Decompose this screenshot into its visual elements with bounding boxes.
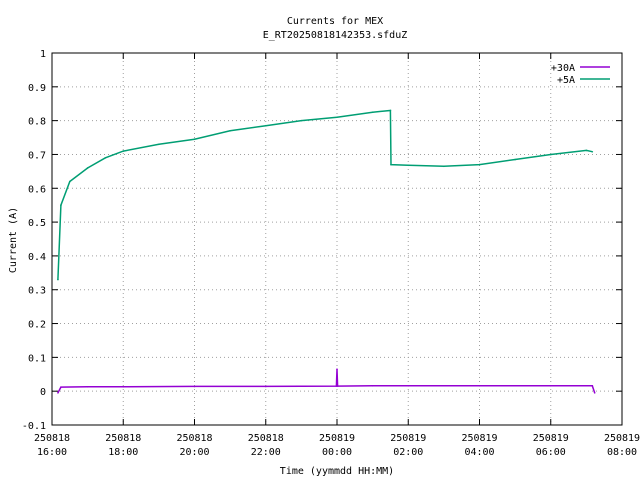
x-tick-label-time: 02:00 <box>393 447 423 458</box>
y-tick-label: 0.6 <box>28 184 46 195</box>
y-axis-ticks: -0.1 0 0.1 0.2 0.3 0.4 0.5 0.6 0.7 0.8 0.9 1 <box>22 49 622 432</box>
chart-subtitle: E_RT20250818142353.sfduZ <box>263 30 408 41</box>
x-tick-label-time: 16:00 <box>37 447 67 458</box>
y-tick-label: 0.4 <box>28 252 46 263</box>
data-point <box>264 124 267 127</box>
data-point <box>122 385 125 388</box>
data-point <box>591 384 594 387</box>
x-tick-label-time: 20:00 <box>179 447 209 458</box>
data-point <box>86 167 89 169</box>
data-point <box>69 180 71 183</box>
data-point <box>104 157 107 159</box>
data-point <box>86 385 89 388</box>
x-tick-label-time: 08:00 <box>607 447 637 458</box>
x-tick-label-time: 18:00 <box>108 447 138 458</box>
legend-label: +30A <box>551 63 575 74</box>
data-point <box>407 164 410 167</box>
y-tick-label: 0.2 <box>28 320 46 331</box>
x-tick-label-date: 250819 <box>461 433 497 444</box>
data-point <box>57 278 59 281</box>
data-point <box>389 109 392 112</box>
series-line-30A <box>57 369 596 394</box>
data-point <box>591 150 594 153</box>
data-point <box>336 116 338 119</box>
x-tick-label-time: 22:00 <box>251 447 281 458</box>
series-layer <box>57 109 596 394</box>
y-tick-label: 0.8 <box>28 117 46 128</box>
y-tick-label: 0 <box>40 387 46 398</box>
data-point <box>549 384 552 387</box>
data-point <box>478 384 481 387</box>
x-tick-label-date: 250819 <box>604 433 640 444</box>
x-tick-label-time: 00:00 <box>322 447 352 458</box>
y-tick-label: 0.7 <box>28 150 46 161</box>
data-point <box>336 385 339 387</box>
data-point <box>264 385 267 388</box>
legend: +30A+5A <box>551 63 610 86</box>
data-point <box>229 129 231 132</box>
x-tick-label-date: 250818 <box>105 433 141 444</box>
data-point <box>60 386 62 388</box>
data-point <box>158 143 160 146</box>
x-tick-label-date: 250818 <box>176 433 212 444</box>
data-point <box>335 385 338 387</box>
x-tick-label-date: 250818 <box>34 433 70 444</box>
data-point <box>443 165 445 168</box>
data-point <box>585 149 588 152</box>
plot-frame <box>51 52 623 426</box>
x-tick-label-date: 250819 <box>390 433 426 444</box>
data-point <box>478 163 481 166</box>
x-tick-label-date: 250818 <box>248 433 284 444</box>
data-point <box>193 385 196 388</box>
data-point <box>371 384 374 387</box>
x-axis-label: Time (yymmdd HH:MM) <box>280 466 394 477</box>
y-tick-label: 1 <box>40 49 46 60</box>
x-tick-label-time: 04:00 <box>464 447 494 458</box>
x-tick-label-date: 250819 <box>533 433 569 444</box>
data-point <box>549 153 552 156</box>
data-point <box>300 119 303 122</box>
y-tick-label: 0.3 <box>28 286 46 297</box>
data-point <box>122 150 125 152</box>
y-axis-label: Current (A) <box>8 207 19 273</box>
data-point <box>60 204 62 206</box>
y-tick-label: -0.1 <box>22 421 46 432</box>
data-point <box>193 138 196 141</box>
data-point <box>514 158 516 161</box>
y-tick-label: 0.5 <box>28 218 46 229</box>
data-point <box>371 111 374 113</box>
legend-label: +5A <box>557 75 575 86</box>
chart-title: Currents for MEX <box>287 16 383 27</box>
y-tick-label: 0.9 <box>28 83 46 94</box>
series-line-5A <box>57 109 593 280</box>
x-tick-label-time: 06:00 <box>536 447 566 458</box>
x-axis-ticks: 250818 16:00 250818 18:00 250818 20:00 250818 2… <box>34 53 640 458</box>
data-point <box>390 163 392 166</box>
data-point <box>336 368 338 371</box>
grid <box>52 53 622 425</box>
x-tick-label-date: 250819 <box>319 433 355 444</box>
data-point <box>57 392 59 394</box>
data-point <box>407 384 410 387</box>
y-tick-label: 0.1 <box>28 353 46 364</box>
data-point <box>593 392 596 394</box>
